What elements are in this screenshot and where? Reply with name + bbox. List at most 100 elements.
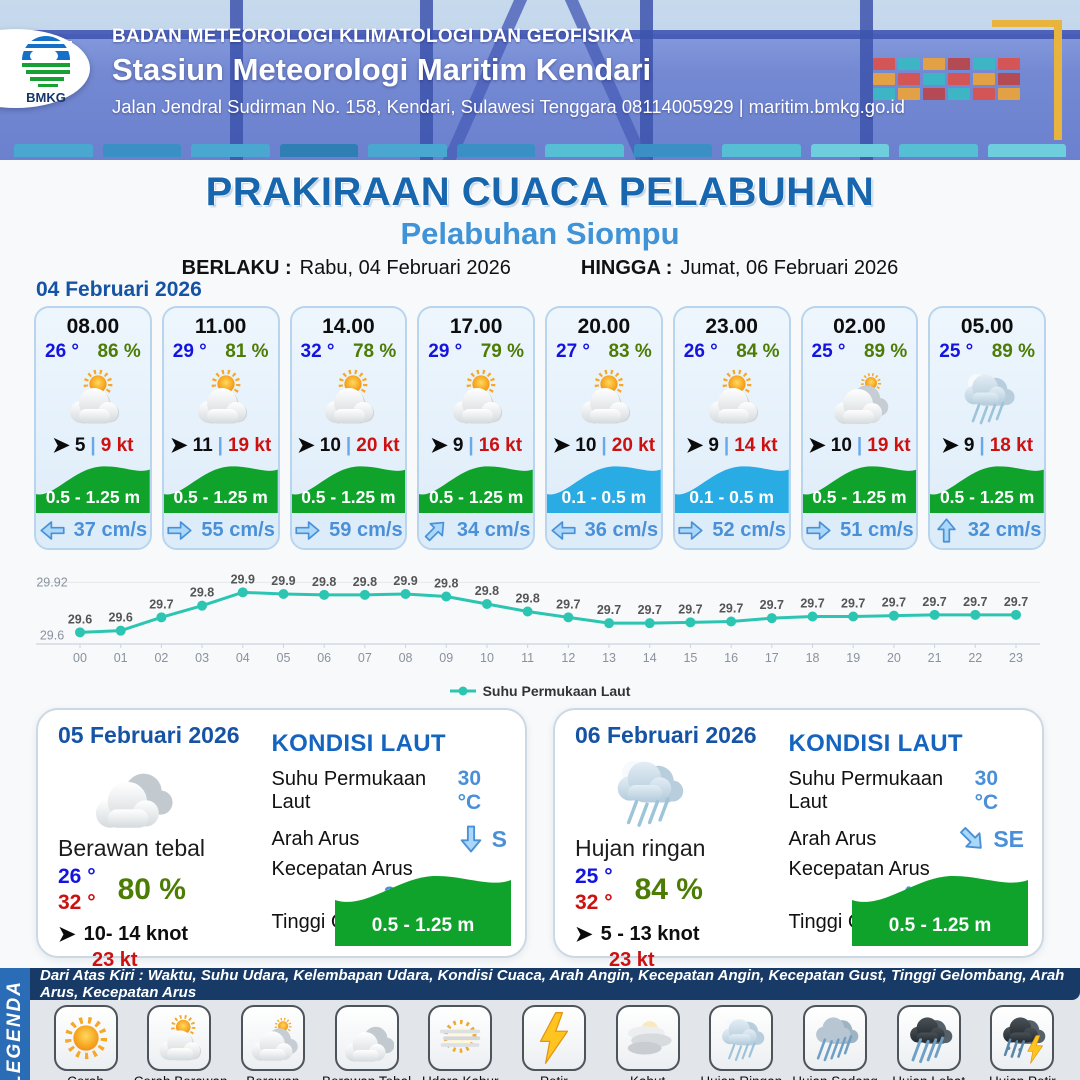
svg-text:29.6: 29.6 bbox=[40, 629, 64, 643]
wave-height-band: 0.1 - 0.5 m bbox=[547, 460, 661, 513]
daily-card: 05 Februari 2026 Berawan tebal 26 ° 32 °… bbox=[36, 708, 527, 971]
current-dir-label: Arah Arus bbox=[788, 827, 877, 850]
svg-text:29.92: 29.92 bbox=[36, 575, 67, 589]
cerah-berawan-icon bbox=[184, 365, 258, 429]
svg-text:06: 06 bbox=[317, 651, 331, 665]
current-speed: 36 cm/s bbox=[584, 518, 659, 541]
daily-wind: 10- 14 knot bbox=[83, 922, 189, 945]
daily-gust: 23 kt bbox=[609, 948, 655, 971]
valid-from-label: BERLAKU : bbox=[181, 257, 292, 279]
legend-item-label: Kabut bbox=[602, 1074, 693, 1080]
svg-text:29.7: 29.7 bbox=[556, 597, 580, 611]
wave-height-box: 0.5 - 1.25 m bbox=[852, 870, 1028, 946]
daily-wind: 5 - 13 knot bbox=[600, 922, 700, 945]
card-temperature: 27 ° bbox=[556, 341, 591, 362]
svg-text:00: 00 bbox=[73, 651, 87, 665]
wave-height-band: 0.5 - 1.25 m bbox=[419, 460, 533, 513]
current-row: 37 cm/s bbox=[36, 512, 150, 548]
svg-text:18: 18 bbox=[806, 651, 820, 665]
legend-item: Hujan Sedang bbox=[790, 1005, 881, 1080]
hourly-card: 23.00 26 ° 84 % ➤ 9 | 14 kt 0.1 - 0.5 m 52 c… bbox=[672, 306, 791, 550]
udara-kabur-icon bbox=[433, 1011, 487, 1065]
wave-shape bbox=[802, 466, 917, 513]
svg-text:29.8: 29.8 bbox=[312, 575, 336, 589]
svg-text:09: 09 bbox=[439, 651, 453, 665]
card-temperature: 26 ° bbox=[683, 341, 718, 362]
wave-height-value: 0.5 - 1.25 m bbox=[939, 486, 1035, 507]
legend-item-label: Hujan Ringan bbox=[696, 1074, 787, 1080]
current-direction-icon bbox=[166, 517, 193, 544]
wind-speed: 11 bbox=[192, 434, 213, 456]
svg-text:10: 10 bbox=[480, 651, 494, 665]
station-name: Stasiun Meteorologi Maritim Kendari bbox=[112, 52, 652, 87]
svg-text:29.8: 29.8 bbox=[434, 577, 458, 591]
svg-text:29.9: 29.9 bbox=[271, 574, 295, 588]
current-speed-label: Kecepatan Arus bbox=[271, 858, 413, 880]
wind-gust: 20 kt bbox=[356, 434, 400, 456]
wave-height-value: 0.5 - 1.25 m bbox=[428, 486, 524, 507]
wave-height-value: 0.5 - 1.25 m bbox=[812, 486, 907, 507]
window-mullion bbox=[230, 0, 243, 160]
daily-temp-max: 32 ° bbox=[575, 891, 613, 915]
current-row: 34 cm/s bbox=[419, 512, 533, 548]
title-block: PRAKIRAAN CUACA PELABUHAN Pelabuhan Siom… bbox=[0, 160, 1080, 279]
svg-text:04: 04 bbox=[236, 651, 250, 665]
hourly-card: 02.00 25 ° 89 % ➤ 10 | 19 kt 0.5 - 1.25 m 51… bbox=[800, 306, 919, 550]
current-direction-icon bbox=[39, 517, 66, 544]
hujan-ringan-icon bbox=[950, 365, 1024, 429]
hujan-ringan-icon bbox=[714, 1011, 768, 1065]
current-direction: SE bbox=[957, 824, 1024, 854]
svg-text:19: 19 bbox=[846, 651, 860, 665]
current-direction-icon bbox=[933, 517, 960, 544]
legend-item-label: Udara Kabur bbox=[415, 1074, 506, 1080]
card-humidity: 83 % bbox=[608, 341, 652, 362]
legend-item: Petir bbox=[508, 1005, 599, 1080]
svg-text:29.7: 29.7 bbox=[719, 602, 743, 616]
sst-chart: 29.92 29.6 29.6 00 29.6 01 29.7 02 29.8 03 29.9 04 2… bbox=[0, 558, 1080, 680]
wave-height-value: 0.5 - 1.25 m bbox=[45, 486, 141, 507]
daily-temp-min: 26 ° bbox=[58, 865, 96, 888]
legend-items-row: Cerah Cerah Berawan Berawan Berawan Teba… bbox=[0, 1000, 1080, 1080]
svg-text:29.8: 29.8 bbox=[515, 592, 539, 606]
port-name: Pelabuhan Siompu bbox=[400, 216, 680, 251]
wave-shape bbox=[163, 466, 278, 513]
current-speed: 51 cm/s bbox=[840, 518, 914, 541]
wind-speed: 10 bbox=[575, 434, 597, 456]
legend-item-label: Berawan bbox=[227, 1074, 318, 1080]
wind-direction-icon: ➤ bbox=[685, 434, 704, 458]
separator: | bbox=[468, 434, 474, 456]
current-speed: 59 cm/s bbox=[329, 518, 403, 541]
svg-text:29.6: 29.6 bbox=[109, 611, 133, 625]
berawan-icon bbox=[246, 1011, 300, 1065]
kabut-icon bbox=[621, 1011, 675, 1065]
card-time: 17.00 bbox=[449, 315, 503, 338]
legend-section: LEGENDA Dari Atas Kiri : Waktu, Suhu Uda… bbox=[0, 967, 1080, 1080]
wind-direction-icon: ➤ bbox=[169, 434, 188, 458]
svg-text:29.7: 29.7 bbox=[678, 602, 702, 616]
svg-text:29.8: 29.8 bbox=[353, 575, 377, 589]
card-time: 14.00 bbox=[322, 315, 375, 338]
daily-temp-min: 25 ° bbox=[575, 865, 613, 888]
wave-shape bbox=[419, 466, 533, 513]
wave-height-value: 0.1 - 0.5 m bbox=[561, 486, 647, 507]
daily-condition: Berawan tebal bbox=[58, 835, 206, 861]
wave-height-band: 0.5 - 1.25 m bbox=[36, 460, 150, 513]
wind-gust: 20 kt bbox=[611, 434, 656, 456]
sst-value: 30 °C bbox=[974, 767, 999, 814]
hourly-cards-row: 08.00 26 ° 86 % ➤ 5 | 9 kt 0.5 - 1.25 m 37 c… bbox=[34, 306, 1046, 550]
svg-text:29.7: 29.7 bbox=[1004, 595, 1028, 609]
hourly-card: 17.00 29 ° 79 % ➤ 9 | 16 kt 0.5 - 1.25 m 34 … bbox=[417, 306, 535, 550]
hujan-lebat-icon bbox=[902, 1011, 956, 1065]
wave-height-band: 0.1 - 0.5 m bbox=[674, 460, 789, 513]
current-direction-icon bbox=[294, 517, 321, 544]
svg-text:02: 02 bbox=[154, 651, 168, 665]
window-mullion bbox=[860, 0, 873, 160]
current-direction-icon bbox=[550, 517, 577, 544]
legend-title: LEGENDA bbox=[4, 980, 25, 1080]
legend-item-label: Hujan Lebat bbox=[883, 1074, 974, 1080]
wind-gust: 9 kt bbox=[100, 434, 134, 456]
card-humidity: 86 % bbox=[97, 341, 141, 362]
bmkg-logo: BMKG bbox=[0, 29, 90, 108]
card-humidity: 84 % bbox=[736, 341, 780, 362]
berawan-icon bbox=[822, 365, 896, 429]
